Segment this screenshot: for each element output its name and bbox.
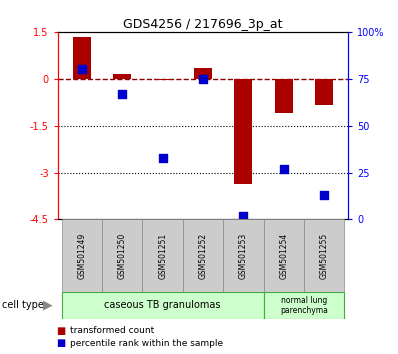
Bar bbox=[62, 292, 263, 319]
Bar bbox=[154, 79, 172, 80]
Text: GSM501250: GSM501250 bbox=[118, 233, 127, 279]
Bar bbox=[315, 79, 333, 105]
Text: ■: ■ bbox=[56, 326, 65, 336]
Bar bbox=[304, 219, 344, 292]
Text: GSM501253: GSM501253 bbox=[239, 233, 248, 279]
Text: GSM501255: GSM501255 bbox=[320, 233, 328, 279]
Bar bbox=[113, 74, 131, 79]
Text: ▶: ▶ bbox=[43, 299, 53, 312]
Bar bbox=[263, 219, 304, 292]
Text: cell type: cell type bbox=[2, 300, 44, 310]
Bar bbox=[62, 219, 102, 292]
Text: GSM501252: GSM501252 bbox=[199, 233, 207, 279]
Text: transformed count: transformed count bbox=[70, 326, 154, 336]
Point bbox=[281, 166, 287, 172]
Point bbox=[240, 213, 246, 218]
Text: normal lung
parenchyma: normal lung parenchyma bbox=[280, 296, 328, 315]
Point bbox=[321, 192, 327, 198]
Text: percentile rank within the sample: percentile rank within the sample bbox=[70, 339, 223, 348]
Text: GSM501251: GSM501251 bbox=[158, 233, 167, 279]
Point bbox=[79, 67, 85, 72]
Title: GDS4256 / 217696_3p_at: GDS4256 / 217696_3p_at bbox=[123, 18, 283, 31]
Bar bbox=[102, 219, 142, 292]
Bar bbox=[183, 219, 223, 292]
Bar bbox=[223, 219, 263, 292]
Bar bbox=[194, 68, 212, 79]
Bar bbox=[263, 292, 344, 319]
Point bbox=[160, 155, 166, 160]
Bar bbox=[275, 79, 293, 113]
Bar bbox=[73, 36, 91, 79]
Bar bbox=[142, 219, 183, 292]
Point bbox=[119, 91, 125, 97]
Text: ■: ■ bbox=[56, 338, 65, 348]
Point bbox=[200, 76, 206, 81]
Bar bbox=[234, 79, 252, 183]
Text: GSM501249: GSM501249 bbox=[78, 233, 86, 279]
Text: GSM501254: GSM501254 bbox=[279, 233, 288, 279]
Text: caseous TB granulomas: caseous TB granulomas bbox=[104, 300, 221, 310]
